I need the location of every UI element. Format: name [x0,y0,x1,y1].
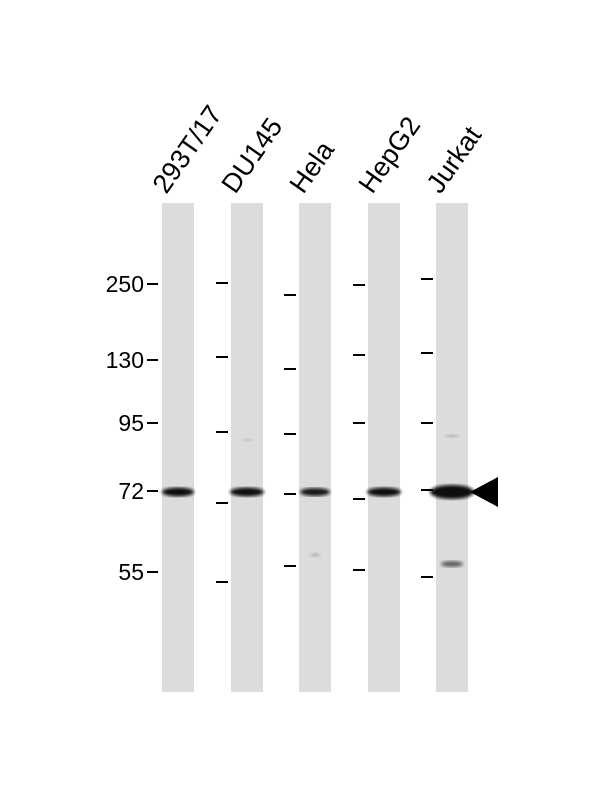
lane-tick [421,352,433,354]
lane-tick [353,354,365,356]
protein-band [230,487,264,497]
lane-tick [284,368,296,370]
lane-tick [284,565,296,567]
mw-tick [147,490,158,492]
lane-tick [353,284,365,286]
mw-tick [147,571,158,573]
lane-1 [231,203,263,692]
lane-tick [421,278,433,280]
protein-band [241,438,253,442]
protein-band [445,434,459,438]
mw-label-130: 130 [105,347,144,373]
mw-tick [147,422,158,424]
lane-tick [353,569,365,571]
lane-tick [216,356,228,358]
lane-tick [216,581,228,583]
lane-tick [216,282,228,284]
arrow-left-icon [470,477,498,507]
lane-3 [368,203,400,692]
lane-tick [353,422,365,424]
lane-tick [216,502,228,504]
protein-band [430,485,474,499]
protein-band [300,488,330,496]
lane-0 [162,203,194,692]
protein-band [310,553,320,557]
mw-label-250: 250 [105,271,144,297]
lane-tick [421,422,433,424]
mw-tick [147,283,158,285]
protein-band [367,487,401,497]
mw-tick [147,359,158,361]
lane-tick [216,431,228,433]
lane-4 [436,203,468,692]
mw-label-55: 55 [118,559,144,585]
lane-tick [421,489,433,491]
protein-band [162,487,194,497]
mw-label-72: 72 [118,478,144,504]
lane-tick [284,493,296,495]
lane-tick [353,498,365,500]
lane-tick [284,433,296,435]
lane-2 [299,203,331,692]
lane-tick [421,576,433,578]
mw-label-95: 95 [118,410,144,436]
lane-tick [284,294,296,296]
protein-band [441,561,463,567]
